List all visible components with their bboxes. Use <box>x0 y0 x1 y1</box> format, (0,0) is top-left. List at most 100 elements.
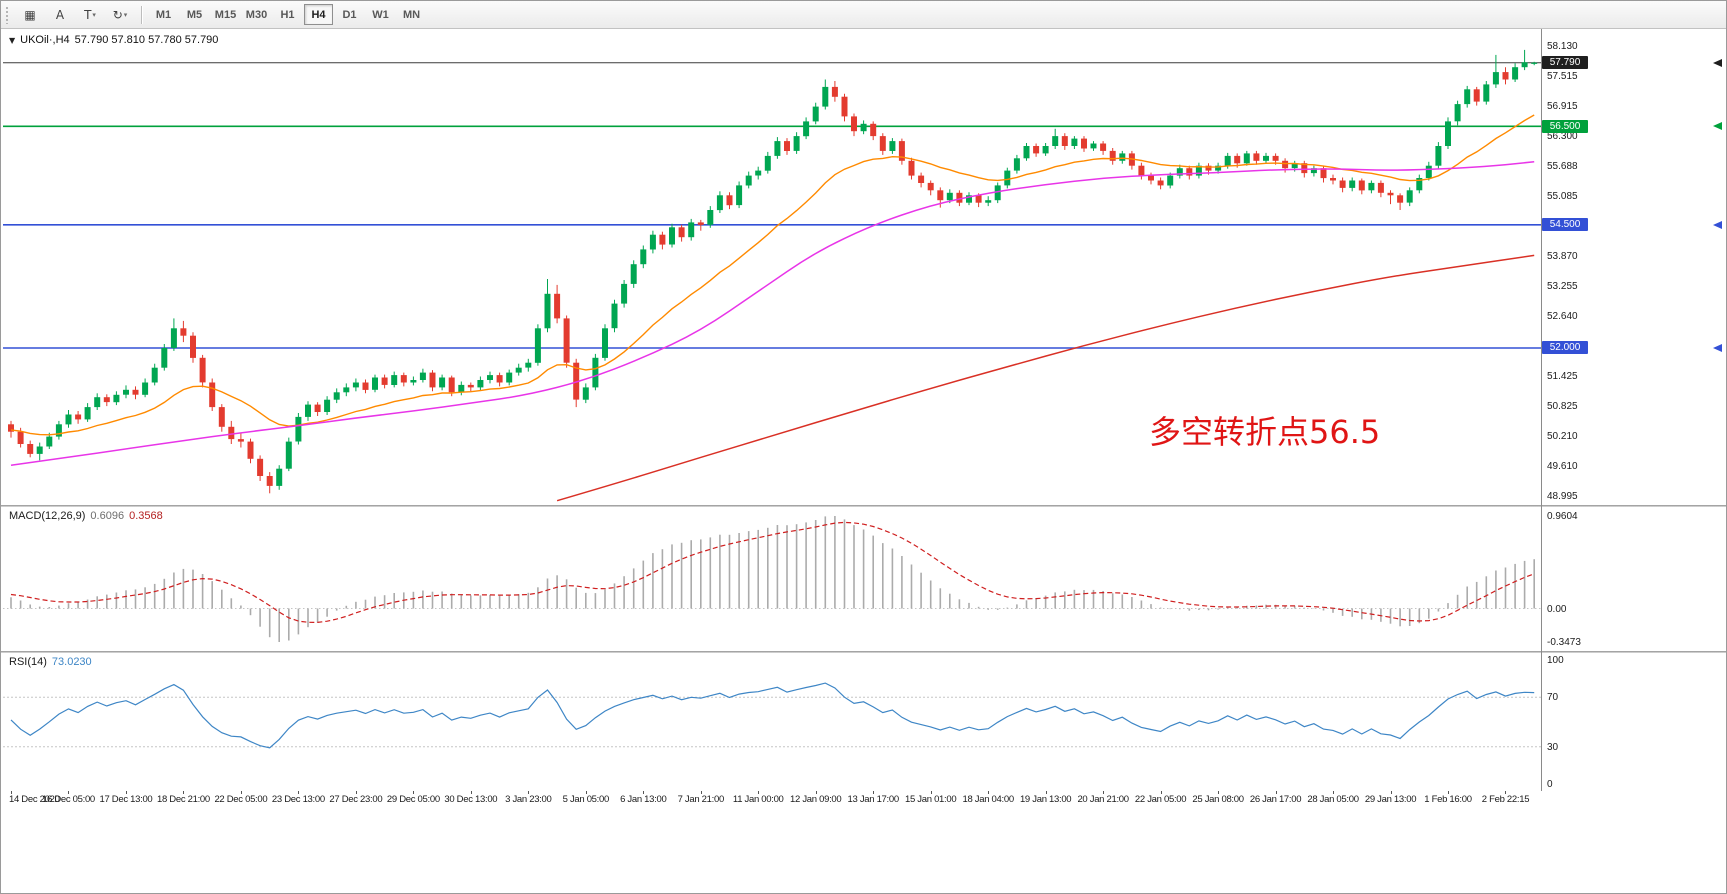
candle-body <box>1119 153 1126 161</box>
candle-body <box>870 123 877 137</box>
candle-body <box>831 86 838 97</box>
rsi-panel-canvas[interactable] <box>3 653 1541 791</box>
timeframe-H1[interactable]: H1 <box>280 8 295 21</box>
time-axis[interactable]: 14 Dec 2020 16 Dec 05:00 17 Dec 13:00 18 De… <box>1 791 1726 815</box>
timeframe-H4[interactable]: H4 <box>304 4 333 25</box>
candle-body <box>630 264 637 284</box>
candle-body <box>1397 195 1404 203</box>
timeframe-W1[interactable]: W1 <box>372 8 389 21</box>
ma-mid-line <box>10 161 1535 466</box>
candle-body <box>381 377 388 385</box>
candle-body <box>1148 175 1154 181</box>
price-axis-label: 48.995 <box>1547 491 1578 502</box>
candle-body <box>1004 170 1011 186</box>
candle-body <box>1061 136 1068 146</box>
timeframe-M15[interactable]: M15 <box>214 8 237 21</box>
candle-body <box>611 303 618 329</box>
candle-body <box>419 372 426 380</box>
candle-body <box>352 382 359 388</box>
candle-body <box>1013 158 1020 171</box>
collapse-icon[interactable]: ▼ <box>9 35 16 45</box>
chart-header: ▼ UKOil·,H4 57.790 57.810 57.780 57.790 <box>9 34 218 46</box>
time-axis-tick <box>183 791 184 794</box>
candle-body <box>784 141 790 151</box>
ma-fast-line <box>10 114 1535 436</box>
timeframe-M30[interactable]: M30 <box>245 8 268 21</box>
candle-body <box>726 195 733 206</box>
candle-body <box>218 407 225 427</box>
candle-body <box>1339 180 1346 188</box>
price-axis-label: 51.425 <box>1547 371 1578 382</box>
line-edge-marker <box>1713 59 1722 67</box>
candle-body <box>467 384 474 388</box>
candle-body <box>55 424 62 437</box>
time-axis-label: 3 Jan 23:00 <box>505 794 552 805</box>
time-axis-tick <box>1333 791 1334 794</box>
line-edge-marker <box>1713 344 1722 352</box>
text-a-tool[interactable]: A <box>55 7 65 22</box>
price-tag: 56.500 <box>1542 120 1588 133</box>
macd-panel-canvas[interactable] <box>3 507 1541 651</box>
time-axis-tick <box>1391 791 1392 794</box>
chart-grid-tool[interactable]: ▦ <box>24 7 36 22</box>
time-axis-label: 27 Dec 23:00 <box>329 794 383 805</box>
toolbar-grip[interactable] <box>5 5 10 24</box>
time-axis-label: 13 Jan 17:00 <box>847 794 900 805</box>
candle-body <box>285 441 292 469</box>
macd-axis-label: 0.00 <box>1547 604 1567 615</box>
candle-body <box>1483 84 1490 102</box>
main-chart-canvas[interactable] <box>3 29 1541 505</box>
candle-body <box>247 441 254 459</box>
candle-body <box>237 439 244 442</box>
time-axis-tick <box>298 791 299 794</box>
tool-group: ▦ A T ▾ ↻ ▾ <box>15 4 135 26</box>
candle-body <box>707 210 714 225</box>
time-axis-tick <box>528 791 529 794</box>
candle-body <box>1445 121 1451 146</box>
chevron-down-icon[interactable]: ▾ <box>92 10 96 19</box>
candle-body <box>649 234 656 250</box>
chevron-down-icon[interactable]: ▾ <box>123 10 128 19</box>
price-axis-label: 52.640 <box>1547 311 1578 322</box>
rsi-value: 73.0230 <box>51 656 92 668</box>
candle-body <box>391 375 398 385</box>
timeframe-M1[interactable]: M1 <box>155 8 172 21</box>
chart-text-annotation[interactable]: 多空转折点56.5 <box>1149 413 1381 451</box>
price-axis-label: 57.515 <box>1547 71 1578 82</box>
time-axis-label: 5 Jan 05:00 <box>562 794 610 805</box>
timeframe-D1[interactable]: D1 <box>342 8 357 21</box>
price-axis-label: 53.255 <box>1547 281 1578 292</box>
candle-body <box>640 249 647 265</box>
candle-body <box>362 382 369 390</box>
candle-body <box>458 384 465 393</box>
candle-body <box>1167 175 1174 186</box>
cycle-tool[interactable]: ↻ ▾ <box>112 7 128 22</box>
candle-body <box>1377 182 1384 193</box>
candle-body <box>496 375 503 383</box>
candle-body <box>429 372 436 388</box>
candle-body <box>678 227 685 238</box>
candle-body <box>439 377 446 388</box>
candle-body <box>276 468 283 486</box>
candle-body <box>602 328 608 358</box>
candle-body <box>851 116 857 132</box>
macd-axis-label: -0.3473 <box>1547 637 1581 648</box>
panel-splitter[interactable] <box>1 505 1726 507</box>
price-axis-label: 49.610 <box>1547 461 1578 472</box>
macd-signal-value: 0.3568 <box>129 510 163 522</box>
timeframe-MN[interactable]: MN <box>402 8 421 21</box>
candle-body <box>659 234 666 245</box>
rsi-indicator-label: RSI(14) 73.0230 <box>9 656 92 668</box>
panel-splitter[interactable] <box>1 651 1726 653</box>
text-t-tool[interactable]: T ▾ <box>84 7 96 22</box>
candle-body <box>209 382 216 408</box>
time-axis-label: 22 Jan 05:00 <box>1134 794 1187 805</box>
candle-body <box>1531 62 1538 64</box>
candle-body <box>257 458 264 476</box>
candle-body <box>1042 146 1049 154</box>
timeframe-M5[interactable]: M5 <box>186 8 203 21</box>
price-axis-border <box>1541 29 1542 813</box>
candle-body <box>803 121 810 137</box>
candle-body <box>716 195 723 211</box>
candle-body <box>563 318 570 363</box>
